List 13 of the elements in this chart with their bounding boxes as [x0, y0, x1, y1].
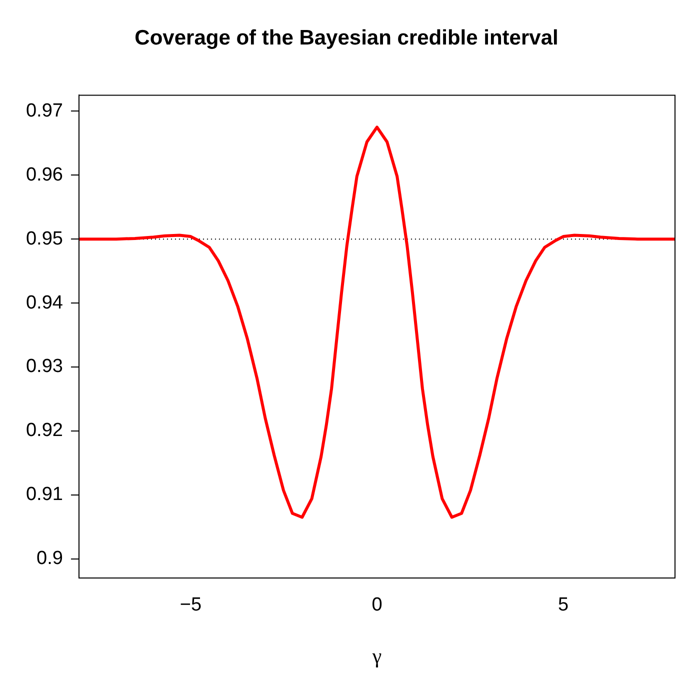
x-tick-label: 0 — [372, 594, 382, 616]
y-tick-label: 0.95 — [26, 228, 63, 250]
y-tick-label: 0.9 — [36, 548, 63, 570]
y-tick-label: 0.92 — [26, 420, 63, 442]
x-axis-title: γ — [371, 644, 382, 668]
y-tick-label: 0.93 — [26, 356, 63, 378]
y-tick-label: 0.94 — [26, 292, 64, 314]
chart-title: Coverage of the Bayesian credible interval — [134, 26, 558, 50]
y-tick-label: 0.97 — [26, 100, 63, 122]
y-tick-label: 0.96 — [26, 164, 63, 186]
x-tick-label: 5 — [558, 594, 569, 616]
x-tick-label: −5 — [180, 594, 202, 616]
y-tick-label: 0.91 — [26, 484, 63, 506]
